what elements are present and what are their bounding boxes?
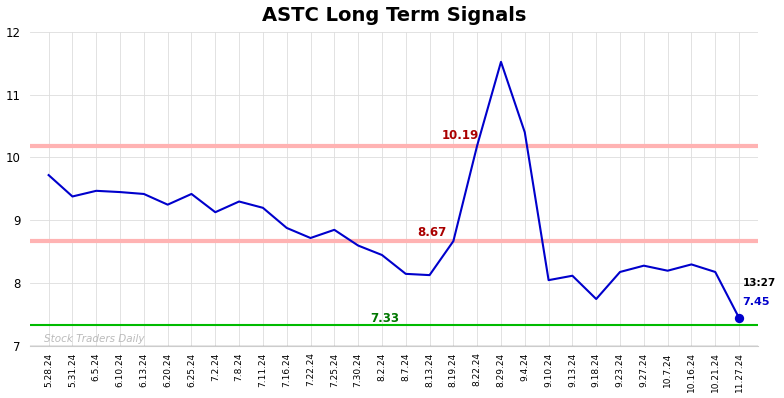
Text: Stock Traders Daily: Stock Traders Daily [44,334,145,344]
Text: 7.33: 7.33 [370,312,399,325]
Text: 8.67: 8.67 [418,226,447,239]
Title: ASTC Long Term Signals: ASTC Long Term Signals [262,6,526,25]
Point [733,315,746,321]
Text: 13:27: 13:27 [742,278,776,288]
Text: 7.45: 7.45 [742,297,770,307]
Text: 10.19: 10.19 [441,129,479,142]
